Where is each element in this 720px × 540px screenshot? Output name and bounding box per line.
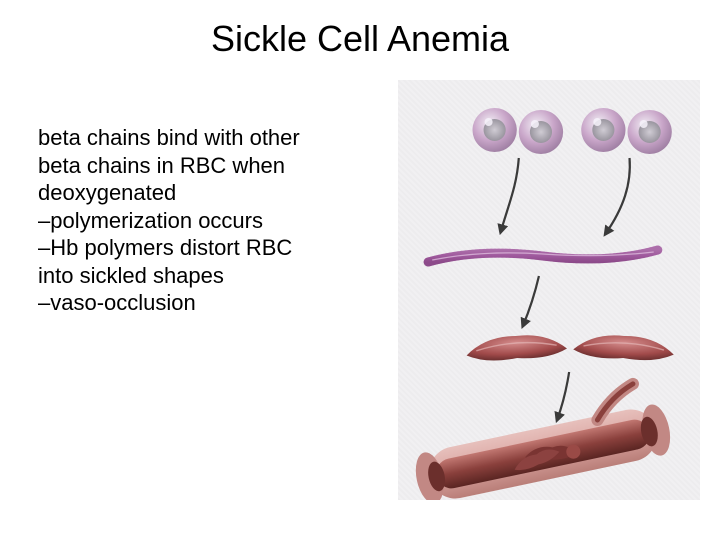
body-line-4: –Hb polymers distort RBC: [38, 234, 378, 262]
body-line-3: –polymerization occurs: [38, 207, 378, 235]
polymer-fiber: [428, 250, 658, 262]
sickled-cells: [465, 332, 674, 362]
body-line-1: beta chains in RBC when: [38, 152, 378, 180]
body-line-2: deoxygenated: [38, 179, 378, 207]
body-line-6: –vaso-occlusion: [38, 289, 378, 317]
hemoglobin-clusters: [472, 108, 671, 154]
slide-title: Sickle Cell Anemia: [0, 0, 720, 80]
process-arrows: [501, 158, 630, 420]
sickle-cell-diagram: [398, 80, 700, 500]
body-line-0: beta chains bind with other: [38, 124, 378, 152]
body-text-block: beta chains bind with other beta chains …: [38, 80, 378, 500]
diagram-block: [378, 80, 700, 500]
slide-content: beta chains bind with other beta chains …: [0, 80, 720, 500]
body-line-5: into sickled shapes: [38, 262, 378, 290]
blood-vessel: [406, 378, 674, 500]
